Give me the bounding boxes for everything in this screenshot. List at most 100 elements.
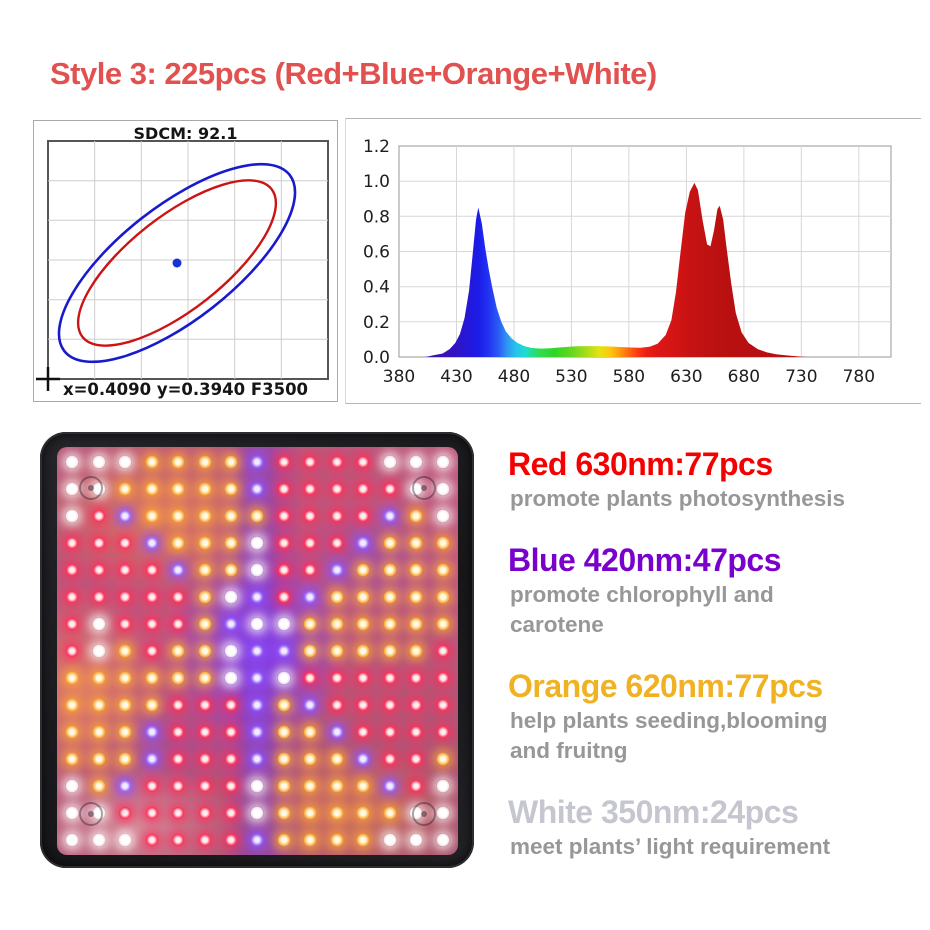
- led-blue: [356, 536, 371, 551]
- led-orange: [197, 643, 212, 658]
- led-white: [224, 643, 239, 658]
- led-red: [409, 670, 424, 685]
- led-red: [197, 778, 212, 793]
- led-red: [144, 805, 159, 820]
- led-red: [276, 509, 291, 524]
- led-red: [329, 509, 344, 524]
- led-white: [65, 805, 80, 820]
- led-red: [118, 617, 133, 632]
- led-white: [276, 670, 291, 685]
- led-blue: [329, 724, 344, 739]
- led-orange: [356, 778, 371, 793]
- led-red: [356, 724, 371, 739]
- led-orange: [197, 670, 212, 685]
- led-blue: [171, 563, 186, 578]
- led-orange: [91, 670, 106, 685]
- led-white: [409, 832, 424, 847]
- sdcm-chart-footer: x=0.4090 y=0.3940 F3500: [62, 380, 309, 399]
- screw-icon: [411, 802, 436, 827]
- led-red: [382, 697, 397, 712]
- led-legend: Red 630nm:77pcs promote plants photosynt…: [508, 444, 923, 888]
- led-panel-photo: [40, 432, 474, 868]
- led-orange: [382, 590, 397, 605]
- svg-text:480: 480: [498, 367, 530, 387]
- led-orange: [276, 832, 291, 847]
- svg-text:780: 780: [843, 367, 875, 387]
- led-white: [250, 536, 265, 551]
- led-red: [435, 697, 450, 712]
- led-red: [171, 697, 186, 712]
- led-orange: [356, 563, 371, 578]
- led-red: [224, 751, 239, 766]
- led-orange: [356, 832, 371, 847]
- led-red: [197, 751, 212, 766]
- led-white: [435, 778, 450, 793]
- led-red: [118, 536, 133, 551]
- led-orange: [91, 751, 106, 766]
- sdcm-chart-title: SDCM: 92.1: [133, 124, 238, 143]
- led-red: [197, 805, 212, 820]
- led-white: [91, 617, 106, 632]
- led-red: [65, 563, 80, 578]
- led-red: [329, 536, 344, 551]
- led-orange: [171, 536, 186, 551]
- led-orange: [356, 643, 371, 658]
- led-orange: [224, 563, 239, 578]
- led-orange: [382, 617, 397, 632]
- led-white: [118, 832, 133, 847]
- led-orange: [409, 509, 424, 524]
- led-white: [65, 832, 80, 847]
- led-red: [144, 617, 159, 632]
- led-white: [224, 590, 239, 605]
- led-orange: [276, 724, 291, 739]
- led-white: [224, 670, 239, 685]
- led-orange: [197, 482, 212, 497]
- led-red: [171, 590, 186, 605]
- legend-desc-white: meet plants’ light requirement: [510, 833, 831, 859]
- led-blue: [144, 536, 159, 551]
- led-red: [65, 590, 80, 605]
- led-blue: [303, 697, 318, 712]
- led-blue: [356, 751, 371, 766]
- led-orange: [356, 805, 371, 820]
- led-orange: [171, 643, 186, 658]
- led-orange: [118, 697, 133, 712]
- led-orange: [118, 670, 133, 685]
- led-orange: [303, 751, 318, 766]
- led-orange: [329, 751, 344, 766]
- led-blue: [118, 778, 133, 793]
- legend-desc-red: promote plants photosynthesis: [510, 486, 846, 511]
- led-blue: [118, 509, 133, 524]
- led-panel-pcb: [57, 447, 458, 855]
- led-orange: [303, 805, 318, 820]
- svg-text:0.0: 0.0: [363, 348, 390, 368]
- led-orange: [435, 751, 450, 766]
- led-red: [329, 670, 344, 685]
- legend-heading-white: White 350nm:24pcs: [508, 793, 799, 830]
- led-orange: [382, 536, 397, 551]
- led-blue: [224, 617, 239, 632]
- led-blue: [144, 724, 159, 739]
- screw-icon: [411, 475, 436, 500]
- led-red: [409, 751, 424, 766]
- led-white: [65, 455, 80, 470]
- led-blue: [382, 778, 397, 793]
- led-orange: [303, 778, 318, 793]
- led-red: [356, 697, 371, 712]
- led-orange: [197, 509, 212, 524]
- led-orange: [144, 697, 159, 712]
- led-orange: [329, 590, 344, 605]
- spectrum-chart: 0.0 0.2 0.4 0.6 0.8 1.0 1.2 380 430 480 530 580 630 6…: [345, 118, 921, 404]
- legend-item-red: Red 630nm:77pcs promote plants photosynt…: [508, 444, 923, 514]
- led-blue: [250, 590, 265, 605]
- led-white: [435, 482, 450, 497]
- led-white: [409, 455, 424, 470]
- led-red: [144, 778, 159, 793]
- led-red: [224, 805, 239, 820]
- led-white: [91, 455, 106, 470]
- svg-text:0.6: 0.6: [363, 243, 390, 263]
- led-red: [356, 509, 371, 524]
- led-red: [65, 617, 80, 632]
- led-white: [91, 832, 106, 847]
- led-orange: [409, 563, 424, 578]
